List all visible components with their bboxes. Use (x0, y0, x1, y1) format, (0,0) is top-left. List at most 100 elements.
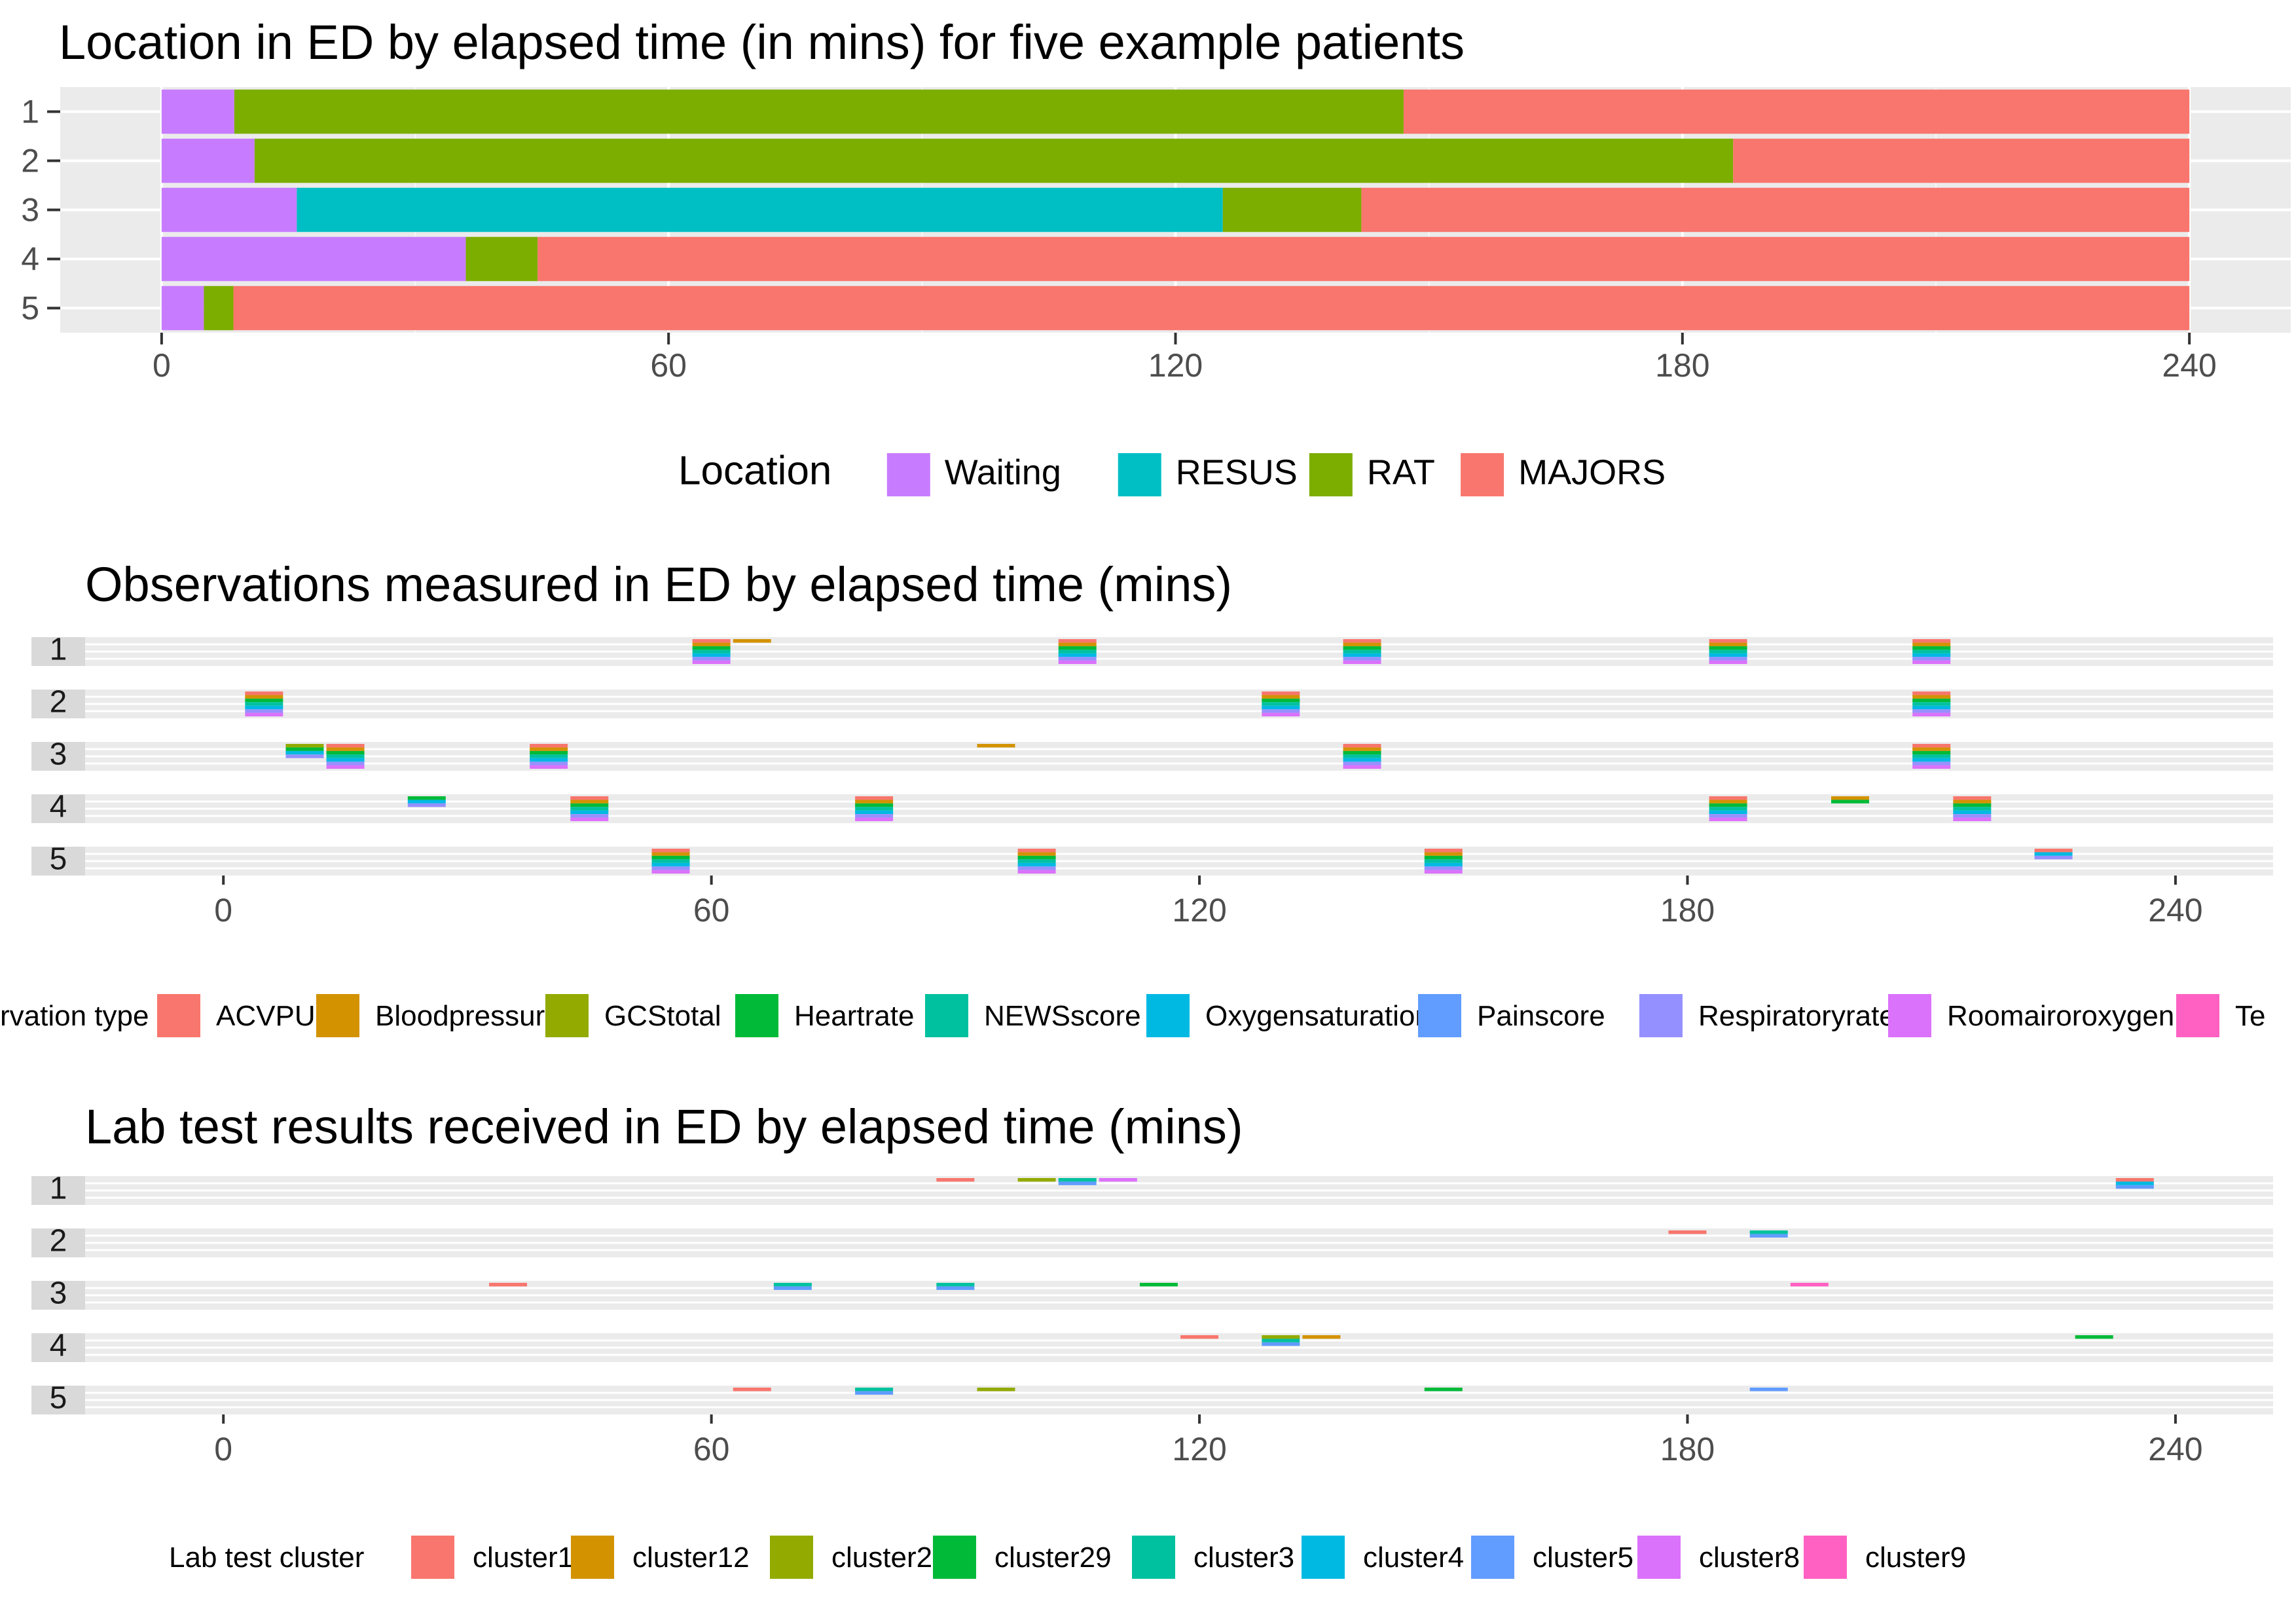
y-tick-label: 4 (21, 241, 39, 278)
location-x-axis: 0 60 120 180 240 (153, 333, 2217, 384)
event-tile-heartrate (326, 750, 365, 755)
observations-facets: 1 2 3 4 5 (31, 632, 2273, 876)
event-tile-roomairoroxygen (245, 712, 283, 716)
event-tile-cluster5 (773, 1286, 812, 1290)
facet-row-1: 1 (31, 632, 2273, 667)
event-tile-cluster29 (1139, 1283, 1178, 1287)
event-tile-heartrate (855, 803, 894, 807)
x-tick-label: 240 (2148, 1431, 2202, 1467)
facet-strip-label: 4 (50, 789, 67, 824)
legend-key-heartrate (735, 994, 778, 1037)
x-tick-label: 180 (1655, 347, 1709, 384)
facet-row-3: 3 (31, 1276, 2273, 1310)
event-tile-roomairoroxygen (1262, 712, 1300, 716)
facet-strip (31, 847, 85, 876)
x-tick-label: 240 (2148, 892, 2202, 929)
facet-strip (31, 1228, 85, 1257)
event-tile-cluster5 (1058, 1181, 1097, 1185)
facet-strip (31, 1281, 85, 1310)
event-tile-acvpu (1709, 639, 1747, 643)
event-tile-acvpu (570, 796, 609, 800)
event-tile-bloodpressure (1953, 800, 1992, 803)
event-tile-bloodpressure (1424, 852, 1463, 856)
event-tile-newsscore (1709, 650, 1747, 654)
legend-label-painscore: Painscore (1477, 1000, 1605, 1032)
event-tile-cluster29 (2075, 1335, 2113, 1339)
event-tile-respiratoryrate (2034, 855, 2073, 860)
event-tile-oxygensaturation (1912, 758, 1951, 762)
event-tile-heartrate (1424, 855, 1463, 860)
legend-label-cluster2: cluster2 (831, 1541, 932, 1574)
event-tile-respiratoryrate (530, 762, 568, 766)
x-tick-label: 0 (214, 1431, 232, 1467)
facet-strip (31, 637, 85, 666)
facet-row-5: 5 (31, 1380, 2273, 1415)
legend-key-cluster29 (933, 1536, 976, 1579)
event-tile-cluster4 (2115, 1181, 2154, 1185)
event-tile-oxygensaturation (692, 653, 731, 657)
bar-segment-waiting (161, 286, 204, 331)
event-tile-respiratoryrate (407, 803, 446, 807)
bar-segment-waiting (161, 138, 255, 183)
event-tile-respiratoryrate (1953, 814, 1992, 818)
event-tile-cluster8 (1099, 1178, 1137, 1182)
event-tile-bloodpressure (1912, 642, 1951, 646)
event-tile-newsscore (1017, 859, 1056, 863)
event-tile-respiratoryrate (1058, 657, 1097, 661)
event-tile-heartrate (1831, 800, 1869, 803)
event-tile-bloodpressure (1343, 747, 1381, 751)
event-tile-bloodpressure (1017, 852, 1056, 856)
x-tick-label: 180 (1660, 1431, 1715, 1467)
event-tile-newsscore (1343, 754, 1381, 758)
legend-label-te: Te (2235, 1000, 2265, 1032)
labtests-chart: Lab test results received in ED by elaps… (31, 1099, 2273, 1579)
event-tile-heartrate (1912, 698, 1951, 703)
event-tile-cluster2 (977, 1388, 1015, 1392)
event-tile-roomairoroxygen (570, 817, 609, 821)
event-tile-acvpu (1424, 849, 1463, 853)
facet-strip-label: 4 (50, 1328, 67, 1363)
legend-label-cluster3: cluster3 (1194, 1541, 1294, 1574)
event-tile-gcstotal (285, 744, 324, 748)
legend-key-respiratoryrate (1639, 994, 1683, 1037)
facet-strip (31, 690, 85, 718)
legend-label-cluster4: cluster4 (1363, 1541, 1464, 1574)
legend-key-cluster9 (1804, 1536, 1847, 1579)
event-tile-acvpu (1953, 796, 1992, 800)
bar-segment-rat (465, 236, 538, 282)
event-tile-cluster3 (773, 1283, 812, 1287)
legend-label-cluster9: cluster9 (1865, 1541, 1966, 1574)
event-tile-bloodpressure (733, 639, 771, 643)
event-tile-bloodpressure (855, 800, 894, 803)
legend-key-resus (1118, 453, 1161, 496)
event-tile-respiratoryrate (692, 657, 731, 661)
event-tile-roomairoroxygen (1953, 817, 1992, 821)
event-tile-newsscore (1424, 859, 1463, 863)
y-tick-label: 2 (21, 143, 39, 179)
event-tile-cluster3 (1749, 1230, 1788, 1234)
event-tile-roomairoroxygen (1912, 712, 1951, 716)
event-tile-acvpu (1912, 692, 1951, 695)
legend-key-cluster12 (571, 1536, 614, 1579)
event-tile-newsscore (692, 650, 731, 654)
event-tile-respiratoryrate (326, 762, 365, 766)
legend-label-waiting: Waiting (945, 453, 1061, 492)
x-tick-label: 60 (693, 1431, 730, 1467)
event-tile-heartrate (1262, 698, 1300, 703)
event-tile-oxygensaturation (1343, 758, 1381, 762)
event-tile-acvpu (245, 692, 283, 695)
legend-label-majors: MAJORS (1518, 453, 1666, 492)
facet-row-5: 5 (31, 841, 2273, 876)
event-tile-newsscore (245, 702, 283, 706)
event-tile-acvpu (1017, 849, 1056, 853)
y-tick-label: 3 (21, 192, 39, 229)
event-tile-roomairoroxygen (530, 765, 568, 769)
facet-row-2: 2 (31, 1223, 2273, 1258)
event-tile-cluster9 (1790, 1283, 1829, 1287)
event-tile-roomairoroxygen (1343, 660, 1381, 664)
x-tick-label: 120 (1172, 892, 1226, 929)
legend-label-cluster5: cluster5 (1533, 1541, 1633, 1574)
facet-strip-label: 3 (50, 737, 67, 771)
bar-segment-rat (204, 286, 234, 331)
x-tick-label: 60 (650, 347, 687, 384)
